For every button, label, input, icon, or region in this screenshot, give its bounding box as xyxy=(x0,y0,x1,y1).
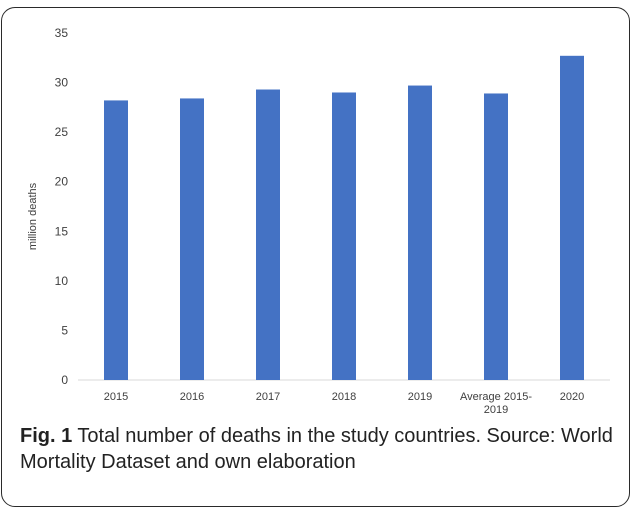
x-tick-label: 2015 xyxy=(104,391,128,403)
y-tick-label: 20 xyxy=(55,175,69,189)
y-tick-label: 25 xyxy=(55,125,69,139)
bars xyxy=(104,55,584,381)
x-tick-labels: 2015 2016 2017 2018 2019 Average 2015-2019 202… xyxy=(104,391,584,416)
x-tick-label: 2019 xyxy=(408,391,432,403)
y-tick-label: 35 xyxy=(55,26,69,40)
caption-text: Total number of deaths in the study coun… xyxy=(20,425,613,473)
bar xyxy=(560,55,584,380)
x-tick-label: 2017 xyxy=(256,391,280,403)
bar xyxy=(484,93,508,380)
y-tick-label: 10 xyxy=(55,274,69,288)
bar xyxy=(408,85,432,380)
y-tick-label: 15 xyxy=(55,224,69,238)
figure-caption: Fig. 1 Total number of deaths in the stu… xyxy=(20,423,620,475)
y-tick-label: 0 xyxy=(61,373,68,387)
y-tick-labels: 0 5 10 15 20 25 30 35 xyxy=(55,26,69,387)
bar xyxy=(256,89,280,381)
y-tick-label: 30 xyxy=(55,76,69,90)
x-tick-label: 2018 xyxy=(332,391,356,403)
bar xyxy=(180,98,204,380)
bar xyxy=(104,100,128,380)
bar xyxy=(332,92,356,380)
x-tick-label: 2016 xyxy=(180,391,204,403)
caption-figure-label: Fig. 1 xyxy=(20,425,73,447)
x-tick-label: 2020 xyxy=(560,391,584,403)
y-axis-title: million deaths xyxy=(27,182,39,250)
y-tick-label: 5 xyxy=(61,323,68,337)
x-tick-label: Average 2015-2019 xyxy=(460,391,532,416)
